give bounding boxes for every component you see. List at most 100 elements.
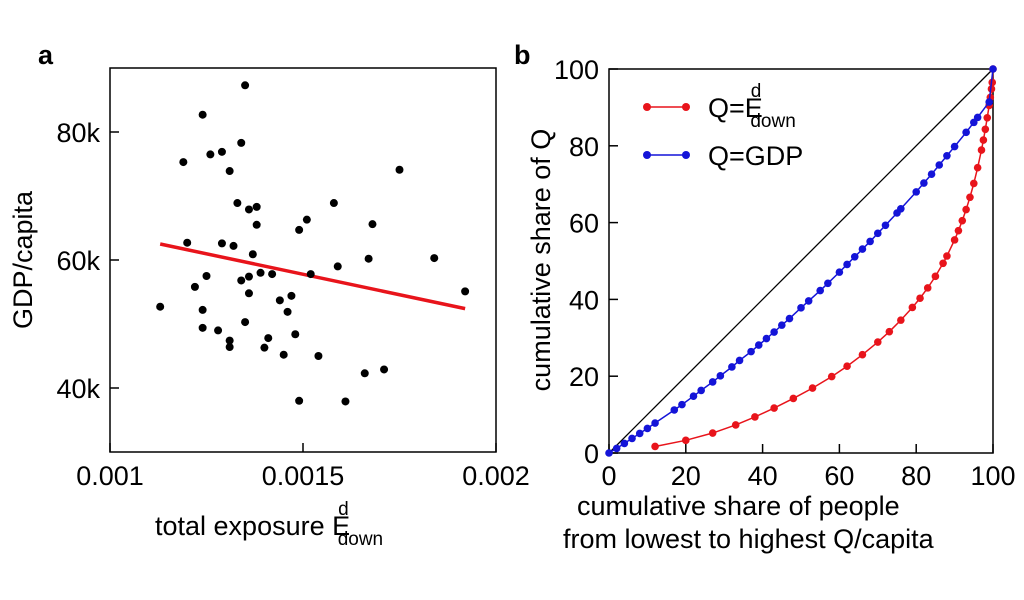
series-point-gdp <box>628 434 636 443</box>
scatter-point <box>268 270 277 279</box>
series-point-exposure <box>708 429 717 437</box>
series-point-gdp <box>835 268 844 276</box>
series-point-gdp <box>620 439 629 448</box>
series-point-exposure <box>843 362 851 371</box>
panel-a-plot-frame <box>109 67 497 453</box>
scatter-point <box>244 289 253 298</box>
panel-b-x-tick-label: 60 <box>824 461 854 491</box>
scatter-point <box>225 167 234 176</box>
panel-b-y-tick-label: 100 <box>554 55 599 85</box>
scatter-point <box>256 268 265 277</box>
lorenz-series <box>605 65 997 457</box>
legend-marker-exposure <box>643 103 651 111</box>
series-point-gdp <box>858 245 867 253</box>
series-point-exposure <box>682 436 690 445</box>
panel-b-x-axis-label-line1: cumulative share of people <box>577 491 900 521</box>
series-point-exposure <box>770 404 778 412</box>
series-point-exposure <box>950 236 959 244</box>
panel-b-plot-frame <box>608 68 994 454</box>
scatter-point <box>360 369 369 378</box>
series-point-gdp <box>678 400 686 409</box>
series-point-exposure <box>970 179 978 188</box>
series-point-exposure <box>827 372 836 381</box>
scatter-point <box>287 291 296 300</box>
series-point-exposure <box>897 316 905 324</box>
legend-marker-gdp <box>643 151 651 159</box>
panel-a-y-axis-label: GDP/capita <box>8 190 38 329</box>
series-point-gdp <box>762 334 771 343</box>
scatter-point <box>202 272 211 280</box>
scatter-point <box>275 296 284 305</box>
scatter-point <box>179 158 188 167</box>
series-point-exposure <box>923 284 932 292</box>
scatter-point <box>225 336 234 345</box>
panel-b-x-tick-label: 100 <box>970 461 1015 491</box>
scatter-point <box>156 302 165 311</box>
scatter-point <box>461 287 470 296</box>
series-point-exposure <box>651 442 659 451</box>
panel-a-y-ticks: 40k 60k 80k <box>56 118 119 404</box>
series-point-exposure <box>977 146 986 154</box>
series-point-gdp <box>985 98 993 106</box>
series-point-gdp <box>950 142 959 151</box>
series-point-gdp <box>843 260 851 269</box>
panel-a-y-tick-label: 40k <box>56 374 100 404</box>
scatter-point <box>214 326 223 335</box>
series-point-exposure <box>979 136 988 144</box>
legend-marker-exposure <box>682 103 690 111</box>
panel-a-y-tick-label: 80k <box>56 118 100 148</box>
series-point-gdp <box>747 347 755 356</box>
series-gdp <box>605 65 997 457</box>
scatter-point <box>306 270 315 279</box>
series-point-exposure <box>983 113 992 122</box>
series-point-gdp <box>989 65 997 73</box>
scatter-point <box>217 239 226 248</box>
series-point-gdp <box>716 372 725 380</box>
scatter-point <box>333 262 342 271</box>
panel-b-y-tick-label: 0 <box>584 439 599 469</box>
series-point-gdp <box>797 304 805 312</box>
scatter-point <box>229 241 238 250</box>
panel-a-x-axis-label-sub: down <box>338 529 383 550</box>
scatter-point <box>190 282 199 291</box>
series-point-gdp <box>920 179 928 187</box>
scatter-point <box>380 365 389 374</box>
series-point-gdp <box>689 392 698 400</box>
series-point-gdp <box>935 161 944 169</box>
series-point-gdp <box>697 386 705 395</box>
panel-b-x-tick-label: 40 <box>748 461 778 491</box>
series-line-exposure <box>654 68 994 448</box>
series-point-gdp <box>612 444 621 453</box>
scatter-point <box>244 272 253 281</box>
series-point-gdp <box>881 221 890 230</box>
panel-b-label: b <box>514 40 531 70</box>
legend-label-exposure-sub: down <box>750 111 795 132</box>
panel-b-y-ticks: 0 20 40 60 80 100 <box>554 55 618 469</box>
series-point-exposure <box>962 205 970 214</box>
scatter-point <box>206 150 215 159</box>
series-point-gdp <box>778 321 786 329</box>
legend-label-gdp: Q=GDP <box>708 141 803 171</box>
scatter-point <box>283 307 292 316</box>
scatter-point <box>198 305 207 314</box>
legend-label-exposure: Q=Ed down <box>708 81 796 132</box>
series-point-exposure <box>858 350 867 359</box>
series-point-gdp <box>874 229 882 238</box>
scatter-point <box>198 110 207 119</box>
scatter-point <box>233 199 242 208</box>
scatter-point <box>291 330 300 339</box>
series-point-gdp <box>770 328 778 336</box>
series-point-exposure <box>943 252 951 260</box>
legend-label-exposure-sup: d <box>751 81 762 102</box>
series-point-exposure <box>931 272 940 281</box>
scatter-point <box>241 318 250 327</box>
series-point-gdp <box>973 113 982 122</box>
scatter-point <box>237 276 246 285</box>
panel-a-x-tick-label: 0.001 <box>76 461 144 491</box>
panel-b-x-tick-label: 20 <box>671 461 701 491</box>
panel-a-label: a <box>38 40 54 70</box>
series-point-gdp <box>962 128 970 137</box>
panel-b-y-axis-label: cumulative share of Q <box>526 129 556 392</box>
scatter-point <box>183 238 192 247</box>
